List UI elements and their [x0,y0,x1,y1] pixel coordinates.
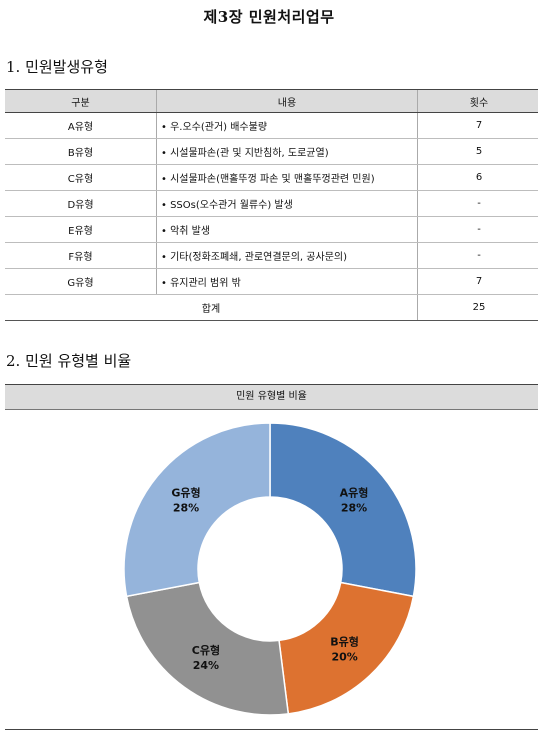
table-row: D유형 • SSOs(오수관거 월류수) 발생 - [5,190,538,217]
column-header-content: 내용 [156,89,418,113]
chart-title: 민원 유형별 비율 [5,384,538,410]
section-heading-ratio: 2. 민원 유형별 비율 [6,352,132,370]
section-heading-types: 1. 민원발생유형 [6,58,108,76]
row-content: • 기타(정화조폐쇄, 관로연결문의, 공사문의) [156,242,418,269]
page-title: 제3장 민원처리업무 [203,8,335,26]
row-type: G유형 [5,268,157,295]
row-content: • 시설물파손(맨홀뚜껑 파손 및 맨홀뚜껑관련 민원) [156,164,418,191]
total-value: 25 [417,294,538,321]
row-count: 7 [417,112,538,139]
row-count: - [417,216,538,243]
row-content: • 시설물파손(관 및 지반침하, 도로균열) [156,138,418,165]
row-count: 6 [417,164,538,191]
slice-label: B유형 [330,634,359,648]
table-row: F유형 • 기타(정화조폐쇄, 관로연결문의, 공사문의) - [5,242,538,269]
table-row: B유형 • 시설물파손(관 및 지반침하, 도로균열) 5 [5,138,538,165]
table-total-row: 합계 25 [5,294,538,321]
donut-chart: A유형 28% B유형 20% C유형 24% G유형 28% [123,422,417,716]
slice-value: 24% [193,659,219,672]
slice-A유형 [269,422,417,598]
row-content: • SSOs(오수관거 월류수) 발생 [156,190,418,217]
row-type: C유형 [5,164,157,191]
row-content: • 악취 발생 [156,216,418,243]
row-type: E유형 [5,216,157,243]
row-type: F유형 [5,242,157,269]
total-label: 합계 [5,294,418,321]
row-count: - [417,242,538,269]
complaint-type-table: 구분 내용 횟수 A유형 • 우.오수(관거) 배수불량 7 B유형 • 시설물… [5,89,538,321]
slice-G유형 [123,422,271,598]
slice-label: C유형 [192,643,220,657]
table-row: E유형 • 악취 발생 - [5,216,538,243]
slice-value: 28% [173,502,199,515]
slice-label: A유형 [340,486,369,500]
slice-C유형 [125,581,290,716]
row-type: B유형 [5,138,157,165]
chart-frame: A유형 28% B유형 20% C유형 24% G유형 28% [5,409,538,730]
slice-label: G유형 [171,486,200,500]
row-type: A유형 [5,112,157,139]
slice-value: 28% [341,502,367,515]
column-header-type: 구분 [5,89,157,113]
row-content: • 우.오수(관거) 배수불량 [156,112,418,139]
row-type: D유형 [5,190,157,217]
table-header-row: 구분 내용 횟수 [5,89,538,113]
row-count: - [417,190,538,217]
table-row: C유형 • 시설물파손(맨홀뚜껑 파손 및 맨홀뚜껑관련 민원) 6 [5,164,538,191]
row-count: 5 [417,138,538,165]
slice-value: 20% [331,650,357,663]
column-header-count: 횟수 [417,89,538,113]
slice-B유형 [278,581,415,715]
table-row: A유형 • 우.오수(관거) 배수불량 7 [5,112,538,139]
row-content: • 유지관리 범위 밖 [156,268,418,295]
table-row: G유형 • 유지관리 범위 밖 7 [5,268,538,295]
row-count: 7 [417,268,538,295]
